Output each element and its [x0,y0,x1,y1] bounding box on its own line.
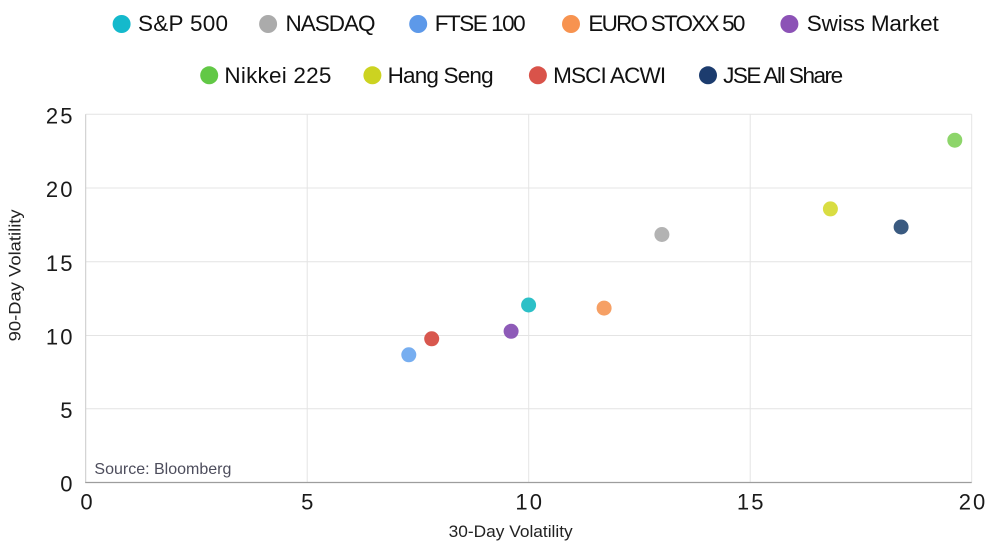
svg-text:0: 0 [80,490,92,515]
svg-text:JSE All Share: JSE All Share [723,63,843,88]
svg-text:FTSE 100: FTSE 100 [435,11,526,36]
svg-text:Source: Bloomberg: Source: Bloomberg [94,461,231,478]
svg-text:Nikkei 225: Nikkei 225 [224,63,331,88]
svg-text:Swiss Market: Swiss Market [807,11,940,36]
svg-text:5: 5 [301,490,313,515]
svg-text:S&P 500: S&P 500 [138,11,228,36]
svg-text:MSCI ACWI: MSCI ACWI [553,63,666,88]
svg-text:5: 5 [60,398,72,423]
svg-text:Hang Seng: Hang Seng [388,63,494,88]
svg-text:NASDAQ: NASDAQ [286,11,376,36]
svg-text:90-Day Volatility: 90-Day Volatility [6,209,25,342]
svg-text:30-Day Volatility: 30-Day Volatility [449,522,574,541]
svg-text:0: 0 [60,472,72,497]
svg-text:EURO STOXX 50: EURO STOXX 50 [588,11,745,36]
